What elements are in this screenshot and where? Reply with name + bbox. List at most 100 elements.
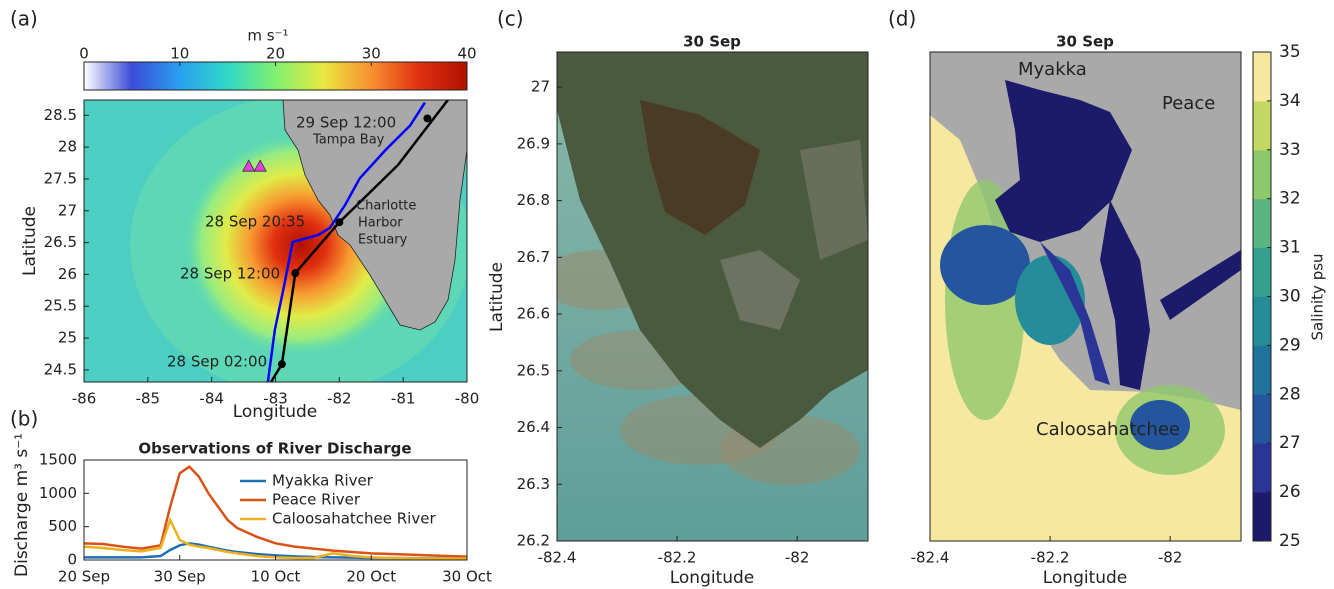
salinity-map [930, 52, 1241, 541]
annotation: 28 Sep 12:00 [180, 265, 280, 283]
y-tick-label: 27 [58, 201, 77, 219]
colorbar-bin [1253, 52, 1271, 101]
annotation: Estuary [358, 233, 408, 248]
colorbar-bin [1253, 199, 1271, 248]
y-tick-label: 28.5 [44, 106, 77, 124]
colorbar-tick-label: 20 [266, 45, 285, 63]
y-tick-label: 26.7 [517, 248, 550, 266]
panel-label: (a) [10, 7, 38, 31]
annotation: Peace [1162, 93, 1215, 114]
x-tick-label: -85 [136, 390, 161, 408]
x-tick-label: -82.4 [911, 549, 950, 567]
colorbar-label: m s⁻¹ [247, 27, 288, 45]
colorbar-bin [1253, 443, 1271, 492]
x-tick-label: 30 Sep [154, 568, 206, 586]
satellite-image [540, 52, 868, 541]
colorbar-tick-label: 35 [1279, 42, 1301, 62]
chart-title: 30 Sep [683, 33, 741, 51]
panel-label: (d) [888, 7, 916, 31]
y-tick-label: 500 [48, 517, 77, 535]
x-tick-label: -82.4 [538, 549, 577, 567]
x-tick-label: 20 Sep [58, 568, 110, 586]
colorbar-bin [1253, 248, 1271, 297]
panel-label: (c) [497, 7, 524, 31]
x-tick-label: -83 [263, 390, 288, 408]
colorbar-bin [1253, 297, 1271, 346]
x-tick-label: -82 [327, 390, 352, 408]
y-tick-label: 26.5 [44, 233, 77, 251]
y-tick-label: 0 [67, 551, 77, 569]
annotation: 29 Sep 12:00 [296, 114, 396, 132]
y-tick-label: 26.5 [517, 361, 550, 379]
annotation: Charlotte [356, 199, 416, 214]
y-tick-label: 28 [58, 138, 77, 156]
colorbar-tick-label: 28 [1279, 384, 1301, 404]
y-tick-label: 26.6 [517, 305, 550, 323]
colorbar-bin [1253, 394, 1271, 443]
y-tick-label: 26.3 [517, 475, 550, 493]
y-axis-label: Latitude [20, 206, 40, 276]
page: (a) Longitude Latitude 29 Sep 12:00Tampa Ba… [0, 0, 1334, 589]
figure: (a) Longitude Latitude 29 Sep 12:00Tampa Ba… [0, 0, 1334, 589]
y-tick-label: 26.4 [517, 418, 550, 436]
y-axis-label: Discharge m³ s⁻¹ [12, 433, 32, 577]
annotation: Tampa Bay [312, 133, 385, 148]
legend-label: Peace River [272, 491, 361, 509]
colorbar-tick-label: 31 [1279, 238, 1301, 258]
panel-label: (b) [10, 407, 38, 431]
colorbar [84, 62, 467, 90]
annotation: Harbor [358, 216, 403, 231]
colorbar-tick-label: 30 [1279, 287, 1301, 307]
y-tick-label: 25.5 [44, 297, 77, 315]
annotation: Myakka [1018, 59, 1087, 80]
colorbar-tick-label: 10 [170, 45, 189, 63]
colorbar-bin [1253, 101, 1271, 150]
colorbar-tick-label: 30 [362, 45, 381, 63]
chart-title: 30 Sep [1056, 33, 1114, 51]
y-tick-label: 26.9 [517, 134, 550, 152]
x-axis-label: Longitude [670, 568, 755, 588]
track-point [291, 269, 299, 277]
colorbar-tick-label: 25 [1279, 531, 1301, 551]
colorbar-bin [1253, 492, 1271, 541]
colorbar-tick-label: 0 [79, 45, 89, 63]
x-tick-label: -82 [1158, 549, 1183, 567]
x-tick-label: 30 Oct [442, 568, 492, 586]
x-tick-label: -84 [199, 390, 224, 408]
x-tick-label: -82.2 [1031, 549, 1070, 567]
x-tick-label: -82.2 [658, 549, 697, 567]
legend-label: Caloosahatchee River [272, 510, 436, 528]
colorbar-tick-label: 27 [1279, 433, 1301, 453]
y-tick-label: 1500 [39, 451, 77, 469]
wind-field [84, 95, 470, 395]
y-tick-label: 1000 [39, 484, 77, 502]
y-tick-label: 25 [58, 329, 77, 347]
y-axis-label: Latitude [487, 262, 507, 332]
track-point [423, 114, 431, 122]
y-tick-label: 26.2 [517, 532, 550, 550]
x-tick-label: 20 Oct [346, 568, 396, 586]
colorbar-bin [1253, 150, 1271, 199]
y-tick-label: 27.5 [44, 169, 77, 187]
colorbar-tick-label: 29 [1279, 335, 1301, 355]
x-tick-label: -80 [455, 390, 480, 408]
y-tick-label: 26 [58, 265, 77, 283]
colorbar-tick-label: 33 [1279, 140, 1301, 160]
legend-label: Myakka River [272, 472, 374, 490]
track-point [278, 360, 286, 368]
colorbar-tick-label: 26 [1279, 482, 1301, 502]
x-tick-label: 10 Oct [251, 568, 301, 586]
y-tick-label: 27 [531, 78, 550, 96]
y-tick-label: 26.8 [517, 191, 550, 209]
colorbar-tick-label: 32 [1279, 189, 1301, 209]
x-tick-label: -82 [785, 549, 810, 567]
x-tick-label: -81 [391, 390, 416, 408]
x-tick-label: -86 [72, 390, 97, 408]
colorbar-tick-label: 34 [1279, 91, 1301, 111]
y-tick-label: 24.5 [44, 360, 77, 378]
x-axis-label: Longitude [1043, 568, 1128, 588]
colorbar-label: Salinity psu [1309, 253, 1327, 340]
annotation: Caloosahatchee [1036, 419, 1180, 440]
colorbar-tick-label: 40 [457, 45, 476, 63]
chart-title: Observations of River Discharge [138, 440, 411, 458]
